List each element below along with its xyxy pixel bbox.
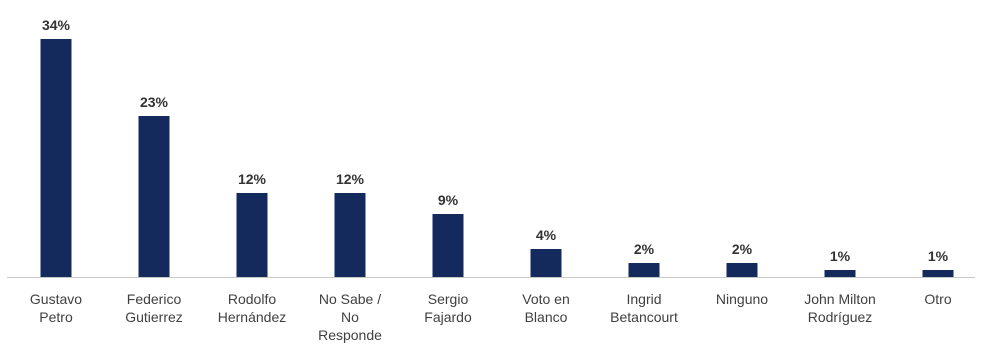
value-label-9: 1%	[928, 248, 949, 264]
value-label-4: 9%	[438, 192, 459, 208]
bar-6	[628, 263, 660, 277]
bar-7	[726, 263, 758, 277]
category-label-6: Ingrid Betancourt	[610, 291, 678, 325]
bar-4	[432, 214, 464, 277]
bar-9	[922, 270, 954, 277]
bars-group	[40, 39, 954, 277]
category-label-line: Voto en	[522, 291, 570, 307]
category-label-line: Ingrid	[626, 291, 661, 307]
value-label-6: 2%	[634, 241, 655, 257]
category-label-line: Federico	[127, 291, 182, 307]
category-label-1: Federico Gutierrez	[125, 291, 183, 325]
bar-3	[334, 193, 366, 277]
category-label-line: Ninguno	[716, 291, 768, 307]
category-label-line: No	[341, 309, 359, 325]
category-label-line: John Milton	[804, 291, 876, 307]
category-label-line: Rodríguez	[808, 309, 873, 325]
category-label-line: Sergio	[428, 291, 469, 307]
category-label-line: Betancourt	[610, 309, 678, 325]
category-label-line: Petro	[39, 309, 73, 325]
bar-0	[40, 39, 72, 277]
value-label-2: 12%	[238, 171, 267, 187]
category-label-line: Gustavo	[30, 291, 82, 307]
category-label-8: John Milton Rodríguez	[804, 291, 876, 325]
value-label-7: 2%	[732, 241, 753, 257]
category-label-line: Fajardo	[424, 309, 472, 325]
value-label-1: 23%	[140, 94, 169, 110]
category-label-line: No Sabe /	[319, 291, 381, 307]
value-labels-group: 34% 23% 12% 12% 9% 4% 2% 2% 1% 1%	[42, 17, 949, 264]
value-label-5: 4%	[536, 227, 557, 243]
value-label-3: 12%	[336, 171, 365, 187]
category-label-line: Hernández	[218, 309, 287, 325]
category-label-line: Blanco	[525, 309, 568, 325]
category-label-line: Responde	[318, 327, 382, 343]
category-label-line: Rodolfo	[228, 291, 276, 307]
category-label-0: Gustavo Petro	[30, 291, 82, 325]
category-label-2: Rodolfo Hernández	[218, 291, 287, 325]
category-label-9: Otro	[924, 291, 951, 307]
category-label-line: Otro	[924, 291, 951, 307]
value-label-0: 34%	[42, 17, 71, 33]
bar-8	[824, 270, 856, 277]
category-label-line: Gutierrez	[125, 309, 183, 325]
value-label-8: 1%	[830, 248, 851, 264]
bar-1	[138, 116, 170, 277]
category-label-4: Sergio Fajardo	[424, 291, 472, 325]
category-label-5: Voto en Blanco	[522, 291, 570, 325]
category-labels-group: Gustavo Petro Federico Gutierrez Rodolfo Hern…	[30, 291, 952, 343]
bar-2	[236, 193, 268, 277]
category-label-7: Ninguno	[716, 291, 768, 307]
category-label-3: No Sabe / No Responde	[318, 291, 382, 343]
bar-5	[530, 249, 562, 277]
